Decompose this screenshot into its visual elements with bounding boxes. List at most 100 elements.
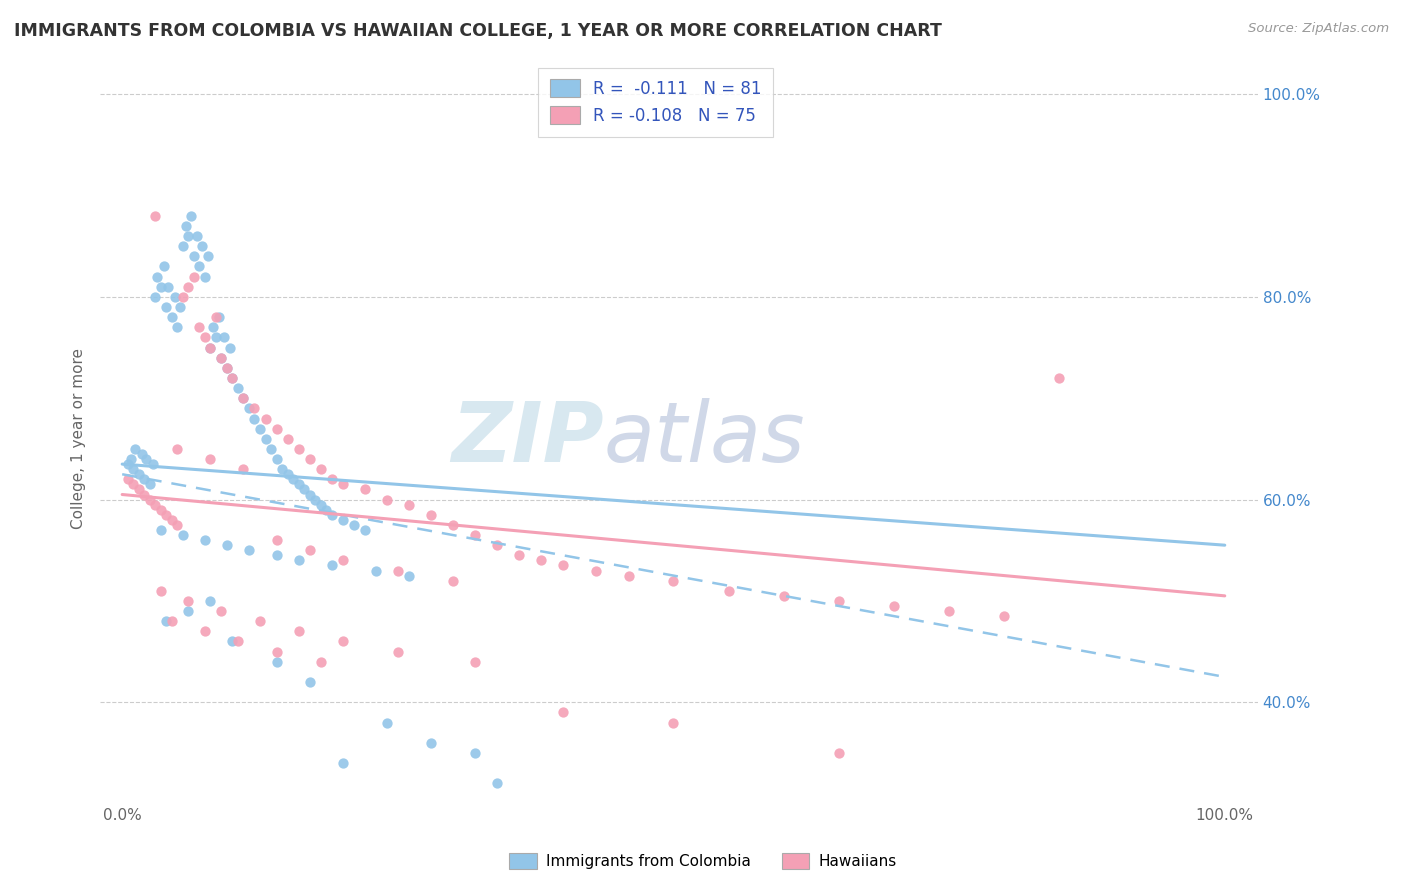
Point xyxy=(219,341,242,355)
Point xyxy=(232,462,254,476)
Legend: R =  -0.111   N = 81, R = -0.108   N = 75: R = -0.111 N = 81, R = -0.108 N = 75 xyxy=(538,68,773,136)
Point xyxy=(122,477,145,491)
Point xyxy=(188,320,211,334)
Point xyxy=(201,320,224,334)
Point xyxy=(332,513,354,527)
Point xyxy=(209,351,232,365)
Point xyxy=(221,371,243,385)
Point xyxy=(419,736,441,750)
Point xyxy=(209,604,232,618)
Point xyxy=(277,467,299,482)
Point xyxy=(772,589,794,603)
Point xyxy=(165,290,187,304)
Point xyxy=(238,401,260,416)
Point xyxy=(135,452,157,467)
Point xyxy=(353,483,375,497)
Point xyxy=(553,558,575,573)
Point xyxy=(149,502,172,516)
Point xyxy=(387,644,409,658)
Point xyxy=(160,513,183,527)
Point xyxy=(208,310,231,325)
Point xyxy=(149,583,172,598)
Point xyxy=(142,457,165,471)
Point xyxy=(215,360,238,375)
Point xyxy=(243,411,266,425)
Point xyxy=(883,599,905,613)
Point xyxy=(828,746,851,760)
Point xyxy=(134,487,156,501)
Point xyxy=(117,472,139,486)
Point xyxy=(194,624,217,639)
Point xyxy=(332,553,354,567)
Point xyxy=(155,614,177,628)
Point xyxy=(585,564,607,578)
Point xyxy=(134,472,156,486)
Point xyxy=(128,467,150,482)
Point xyxy=(298,675,321,690)
Point xyxy=(375,492,398,507)
Point xyxy=(287,624,309,639)
Point xyxy=(486,538,509,552)
Point xyxy=(254,432,277,446)
Point xyxy=(200,341,222,355)
Point xyxy=(530,553,553,567)
Point xyxy=(260,442,283,456)
Point xyxy=(375,715,398,730)
Point xyxy=(169,300,191,314)
Point xyxy=(343,517,366,532)
Point xyxy=(160,310,183,325)
Point xyxy=(172,290,194,304)
Point xyxy=(266,655,288,669)
Point xyxy=(155,300,177,314)
Point xyxy=(287,553,309,567)
Point xyxy=(128,483,150,497)
Point xyxy=(321,558,343,573)
Point xyxy=(298,487,321,501)
Point xyxy=(139,492,162,507)
Point xyxy=(266,533,288,548)
Point xyxy=(205,330,228,344)
Point xyxy=(309,498,332,512)
Point xyxy=(266,549,288,563)
Point xyxy=(120,452,142,467)
Point xyxy=(215,538,238,552)
Y-axis label: College, 1 year or more: College, 1 year or more xyxy=(72,348,86,529)
Point xyxy=(139,477,162,491)
Point xyxy=(266,422,288,436)
Point xyxy=(172,239,194,253)
Point xyxy=(243,401,266,416)
Point xyxy=(828,594,851,608)
Point xyxy=(364,564,387,578)
Point xyxy=(143,498,166,512)
Text: IMMIGRANTS FROM COLOMBIA VS HAWAIIAN COLLEGE, 1 YEAR OR MORE CORRELATION CHART: IMMIGRANTS FROM COLOMBIA VS HAWAIIAN COL… xyxy=(14,22,942,40)
Point xyxy=(160,614,183,628)
Point xyxy=(254,411,277,425)
Point xyxy=(441,574,464,588)
Point xyxy=(194,330,217,344)
Point xyxy=(183,269,205,284)
Point xyxy=(226,634,249,648)
Point xyxy=(419,508,441,522)
Point xyxy=(315,502,337,516)
Point xyxy=(117,457,139,471)
Point xyxy=(149,523,172,537)
Point xyxy=(441,517,464,532)
Point xyxy=(277,432,299,446)
Point xyxy=(194,269,217,284)
Point xyxy=(398,568,420,582)
Point xyxy=(190,239,212,253)
Text: Source: ZipAtlas.com: Source: ZipAtlas.com xyxy=(1249,22,1389,36)
Point xyxy=(398,498,420,512)
Point xyxy=(249,614,271,628)
Point xyxy=(309,462,332,476)
Point xyxy=(717,583,740,598)
Point xyxy=(508,549,530,563)
Point xyxy=(200,452,222,467)
Point xyxy=(177,594,200,608)
Point xyxy=(155,508,177,522)
Point xyxy=(387,564,409,578)
Point xyxy=(180,209,202,223)
Point xyxy=(124,442,146,456)
Point xyxy=(183,249,205,263)
Point xyxy=(486,776,509,790)
